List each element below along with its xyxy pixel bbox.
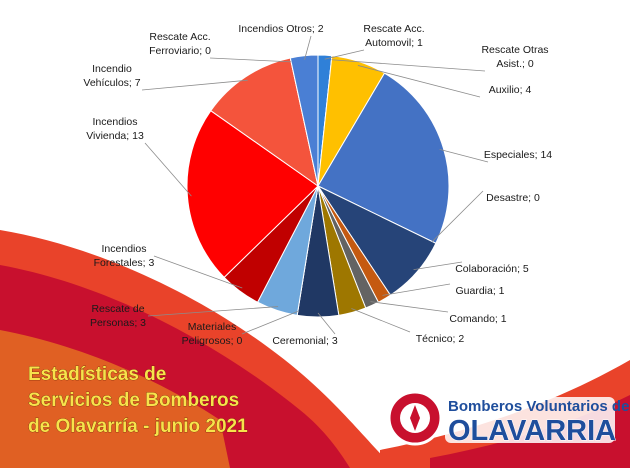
data-label-line: Vehículos; 7 — [83, 77, 140, 89]
leader-line — [304, 35, 312, 60]
data-label-line: Rescate Acc. — [149, 31, 210, 43]
data-label-line: Comando; 1 — [449, 313, 506, 325]
data-label: Colaboración; 5 — [455, 263, 529, 275]
leader-line — [331, 59, 486, 72]
data-label: Rescate Acc. Ferroviario; 0 — [149, 31, 211, 57]
logo-flame — [410, 405, 420, 431]
pie-slice — [289, 54, 319, 187]
data-label-line: Desastre; 0 — [486, 192, 540, 204]
data-label: Incendio Vehículos; 7 — [83, 63, 140, 89]
leader-line — [413, 261, 463, 271]
data-label-line: Incendios — [102, 243, 147, 255]
data-label: Incendios Otros; 2 — [238, 23, 323, 35]
data-label-line: Personas; 3 — [90, 317, 146, 329]
data-label-line: Ferroviario; 0 — [149, 45, 211, 57]
data-label: Especiales; 14 — [484, 149, 552, 161]
logo-panel — [445, 397, 615, 443]
title-line: Servicios de Bomberos — [28, 390, 239, 411]
data-label: Desastre; 0 — [486, 192, 540, 204]
logo-text: Bomberos Voluntarios de — [448, 398, 629, 415]
leader-line — [382, 283, 451, 296]
data-label: Rescate Acc. Automovil; 1 — [363, 23, 424, 49]
data-label-line: Rescate Acc. — [363, 23, 424, 35]
data-label: Guardia; 1 — [455, 285, 504, 297]
data-label: Ceremonial; 3 — [272, 335, 338, 347]
data-label-line: Auxilio; 4 — [489, 84, 532, 96]
leader-line — [439, 148, 489, 163]
data-label-line: Ceremonial; 3 — [272, 335, 338, 347]
data-label: Técnico; 2 — [416, 333, 465, 345]
leader-line — [370, 301, 449, 313]
leader-line — [317, 312, 336, 335]
data-label-line: Forestales; 3 — [94, 257, 155, 269]
data-label-line: Especiales; 14 — [484, 149, 552, 161]
leader-line — [241, 311, 298, 335]
title-line: Estadísticas de — [28, 364, 166, 385]
leader-line — [144, 142, 192, 197]
data-label: Incendios Forestales; 3 — [94, 243, 155, 269]
pie-slice — [210, 57, 319, 188]
data-label-line: Vivienda; 13 — [86, 130, 144, 142]
data-label-line: Rescate de — [91, 303, 144, 315]
data-label: Materiales Peligrosos; 0 — [182, 321, 243, 347]
data-label-line: Automovil; 1 — [365, 37, 423, 49]
data-label: Auxilio; 4 — [489, 84, 532, 96]
data-label-line: Incendio — [92, 63, 132, 75]
data-label-line: Peligrosos; 0 — [182, 335, 243, 347]
swoosh-right-dark — [430, 395, 630, 468]
leader-line — [153, 255, 243, 289]
data-label-line: Materiales — [188, 321, 236, 333]
data-label-line: Rescate Otras — [481, 44, 548, 56]
data-label: Rescate de Personas; 3 — [90, 303, 146, 329]
data-label: Rescate Otras Asist.; 0 — [481, 44, 548, 70]
pie-slice — [317, 72, 450, 244]
title-line: de Olavarría - junio 2021 — [28, 416, 248, 437]
pie — [186, 54, 450, 318]
pie-slice — [186, 110, 319, 279]
data-label-line: Incendios — [93, 116, 138, 128]
data-label: Comando; 1 — [449, 313, 506, 325]
swoosh-left-glow — [0, 330, 230, 468]
data-label-line: Colaboración; 5 — [455, 263, 529, 275]
leader-line — [324, 49, 365, 60]
labels: Rescate Acc. Automovil; 1 Rescate Otras Asi… — [83, 23, 552, 347]
leader-line — [147, 306, 279, 317]
logo: Bomberos Voluntarios de OLAVARRIA — [387, 390, 629, 448]
leader-line — [431, 190, 484, 242]
data-label-line: Técnico; 2 — [416, 333, 465, 345]
data-label-line: Guardia; 1 — [455, 285, 504, 297]
leader-line — [209, 57, 292, 63]
leader-line — [357, 65, 481, 98]
data-label: Incendios Vivienda; 13 — [86, 116, 144, 142]
data-label-line: Incendios Otros; 2 — [238, 23, 323, 35]
data-label-line: Asist.; 0 — [496, 58, 534, 70]
leader-line — [351, 308, 411, 333]
logo-text: OLAVARRIA — [448, 415, 616, 447]
leader-line — [141, 79, 248, 91]
